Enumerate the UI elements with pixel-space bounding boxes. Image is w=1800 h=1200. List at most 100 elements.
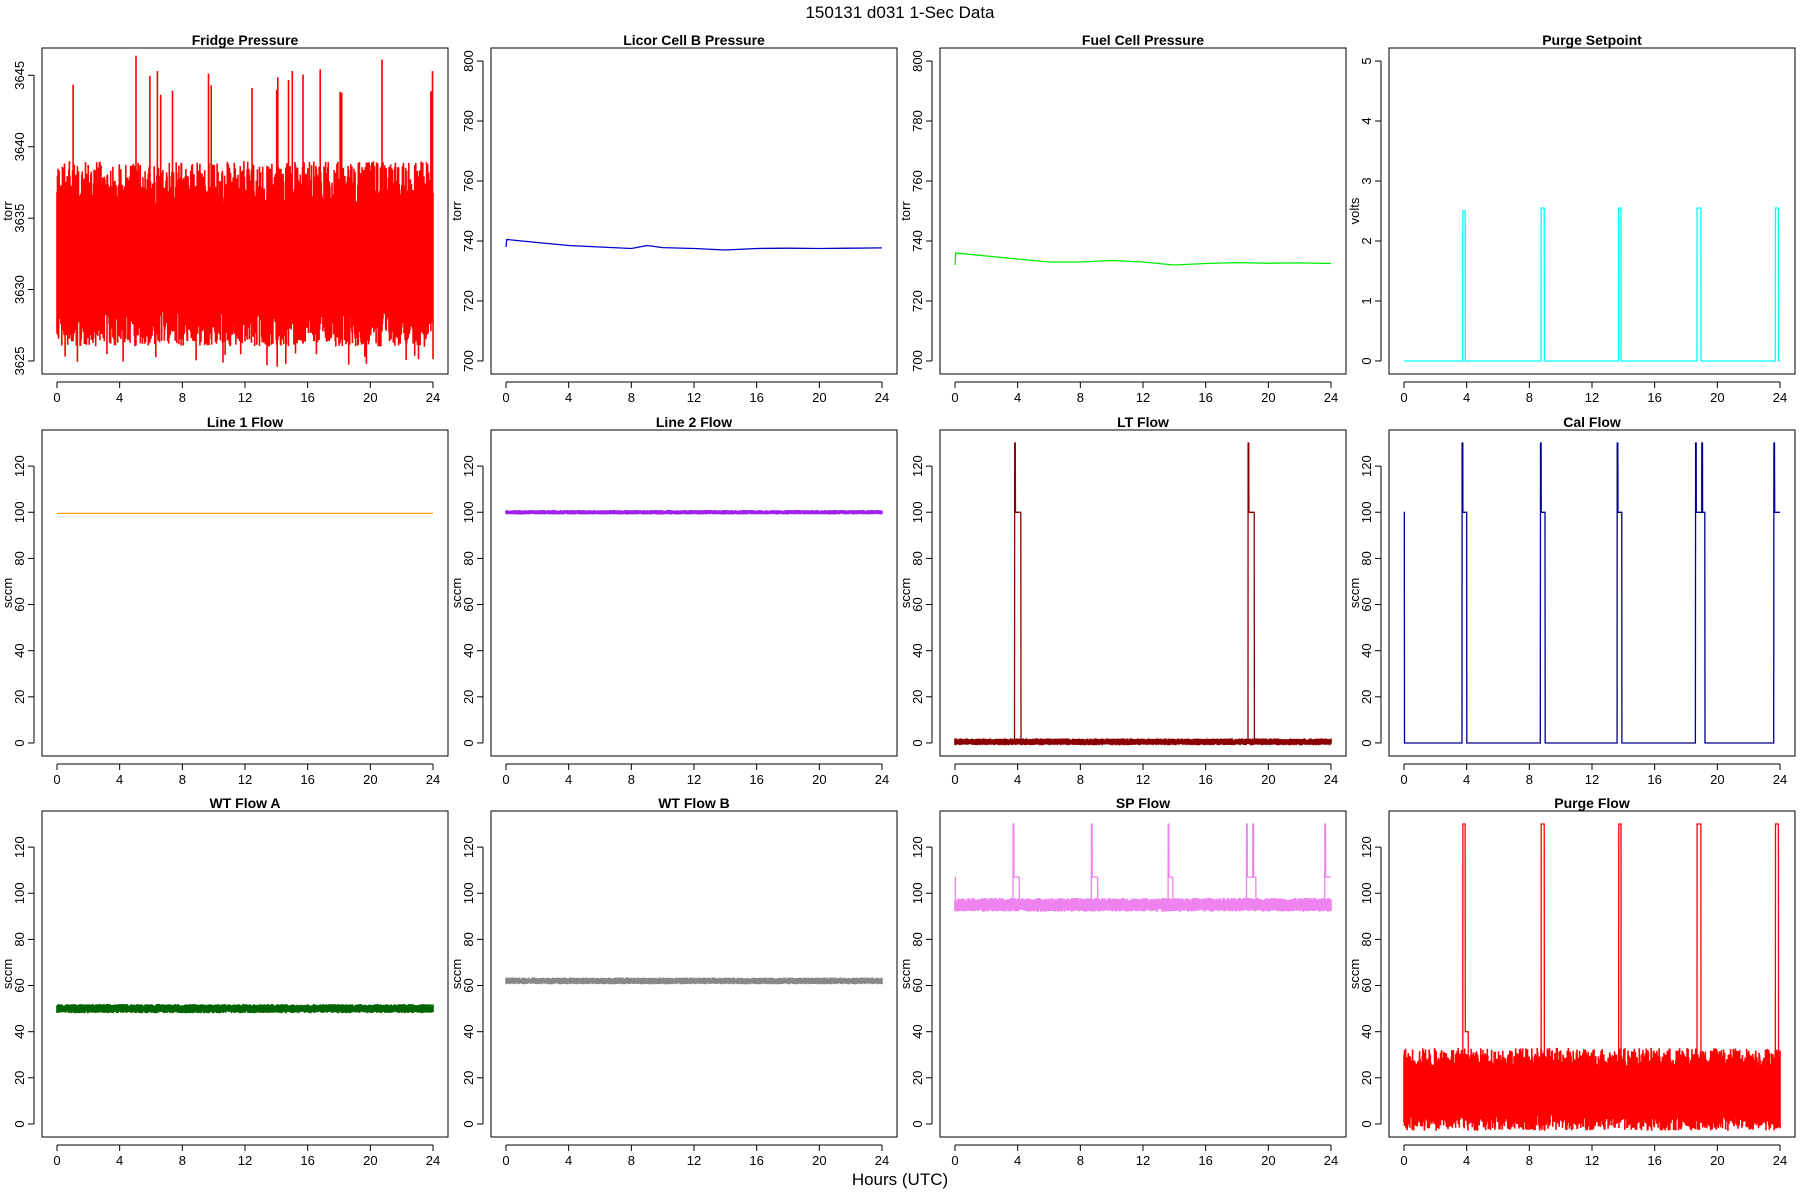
y-tick-label: 100 bbox=[12, 501, 27, 523]
y-tick-label: 80 bbox=[461, 932, 476, 946]
x-tick-label: 4 bbox=[116, 772, 123, 787]
series-line bbox=[954, 823, 1331, 906]
y-tick-label: 80 bbox=[12, 551, 27, 565]
plot-area bbox=[954, 252, 1332, 266]
y-tick-label: 40 bbox=[461, 1024, 476, 1038]
y-tick-label: 80 bbox=[910, 551, 925, 565]
x-tick-label: 16 bbox=[1647, 1153, 1661, 1168]
x-tick-label: 8 bbox=[1077, 390, 1084, 405]
y-tick-label: 40 bbox=[461, 643, 476, 657]
y-tick-label: 120 bbox=[461, 836, 476, 858]
panel-title: Fridge Pressure bbox=[192, 32, 299, 48]
y-tick-label: 60 bbox=[910, 597, 925, 611]
y-tick-label: 100 bbox=[910, 501, 925, 523]
panel-lt-flow: LT Flow 0 4 8 12 16 20 24 0 20 40 60 80 100 120 sccm bbox=[898, 414, 1347, 787]
y-tick-label: 0 bbox=[461, 1120, 476, 1127]
x-tick-label: 20 bbox=[812, 1153, 826, 1168]
panel-licor-cell-b-pressure: Licor Cell B Pressure 0 4 8 12 16 20 24 700 720 74… bbox=[449, 32, 898, 405]
x-tick-label: 24 bbox=[426, 772, 440, 787]
plot-frame bbox=[41, 810, 449, 1138]
y-tick-label: 60 bbox=[1359, 978, 1374, 992]
x-tick-label: 8 bbox=[1077, 1153, 1084, 1168]
y-tick-label: 40 bbox=[910, 1024, 925, 1038]
y-tick-label: 40 bbox=[1359, 1024, 1374, 1038]
y-tick-label: 100 bbox=[1359, 882, 1374, 904]
y-axis-label: sccm bbox=[898, 959, 913, 989]
x-tick-label: 4 bbox=[1014, 772, 1021, 787]
x-tick-label: 4 bbox=[565, 772, 572, 787]
plot-area bbox=[56, 1004, 434, 1014]
panel-title: Licor Cell B Pressure bbox=[623, 32, 765, 48]
x-tick-label: 4 bbox=[1463, 1153, 1470, 1168]
x-tick-label: 0 bbox=[951, 772, 958, 787]
y-tick-label: 100 bbox=[910, 882, 925, 904]
y-tick-label: 5 bbox=[1359, 57, 1374, 64]
y-tick-label: 700 bbox=[461, 350, 476, 372]
x-tick-label: 4 bbox=[116, 1153, 123, 1168]
x-tick-label: 4 bbox=[116, 390, 123, 405]
x-tick-label: 8 bbox=[1526, 772, 1533, 787]
y-tick-label: 80 bbox=[461, 551, 476, 565]
x-tick-label: 12 bbox=[1585, 772, 1599, 787]
x-tick-label: 20 bbox=[1261, 390, 1275, 405]
y-tick-label: 80 bbox=[1359, 551, 1374, 565]
y-tick-label: 20 bbox=[910, 1071, 925, 1085]
y-tick-label: 20 bbox=[1359, 690, 1374, 704]
y-tick-label: 740 bbox=[461, 230, 476, 252]
y-tick-label: 780 bbox=[910, 110, 925, 132]
plot-frame bbox=[1388, 429, 1796, 757]
x-tick-label: 16 bbox=[749, 1153, 763, 1168]
x-tick-label: 0 bbox=[502, 772, 509, 787]
plot-frame bbox=[490, 810, 898, 1138]
x-tick-label: 20 bbox=[363, 772, 377, 787]
x-tick-label: 20 bbox=[1261, 1153, 1275, 1168]
panel-line-1-flow: Line 1 Flow 0 4 8 12 16 20 24 0 20 40 60 80 100 120 scc… bbox=[0, 414, 449, 787]
plot-area bbox=[56, 55, 434, 367]
x-tick-label: 0 bbox=[502, 390, 509, 405]
y-tick-label: 800 bbox=[461, 50, 476, 72]
x-tick-label: 12 bbox=[1136, 772, 1150, 787]
x-tick-label: 16 bbox=[300, 390, 314, 405]
panel-title: Line 1 Flow bbox=[207, 414, 283, 430]
y-tick-label: 40 bbox=[1359, 643, 1374, 657]
panel-cal-flow: Cal Flow 0 4 8 12 16 20 24 0 20 40 60 80 100 120 sccm bbox=[1347, 414, 1796, 787]
x-tick-label: 0 bbox=[502, 1153, 509, 1168]
x-tick-label: 24 bbox=[875, 772, 889, 787]
x-tick-label: 20 bbox=[812, 390, 826, 405]
panel-wt-flow-a: WT Flow A 0 4 8 12 16 20 24 0 20 40 60 80 100 120 sccm bbox=[0, 795, 449, 1168]
y-tick-label: 0 bbox=[1359, 739, 1374, 746]
panel-title: Line 2 Flow bbox=[656, 414, 732, 430]
plot-frame bbox=[41, 429, 449, 757]
x-tick-label: 0 bbox=[1400, 1153, 1407, 1168]
y-tick-label: 60 bbox=[12, 978, 27, 992]
x-tick-label: 24 bbox=[1773, 390, 1787, 405]
y-tick-label: 800 bbox=[910, 50, 925, 72]
plot-frame bbox=[1388, 47, 1796, 375]
series-line bbox=[955, 442, 1331, 743]
x-tick-label: 16 bbox=[300, 1153, 314, 1168]
y-axis-label: torr bbox=[0, 201, 15, 221]
x-tick-label: 20 bbox=[1261, 772, 1275, 787]
y-tick-label: 100 bbox=[461, 501, 476, 523]
x-tick-label: 20 bbox=[1710, 772, 1724, 787]
y-tick-label: 100 bbox=[461, 882, 476, 904]
x-tick-label: 24 bbox=[426, 390, 440, 405]
y-axis-label: sccm bbox=[0, 578, 15, 608]
x-tick-label: 8 bbox=[628, 1153, 635, 1168]
x-tick-label: 16 bbox=[1198, 390, 1212, 405]
plot-frame bbox=[939, 810, 1347, 1138]
y-tick-label: 0 bbox=[1359, 1120, 1374, 1127]
x-tick-label: 4 bbox=[565, 390, 572, 405]
x-tick-label: 24 bbox=[426, 1153, 440, 1168]
y-tick-label: 120 bbox=[12, 455, 27, 477]
y-tick-label: 780 bbox=[461, 110, 476, 132]
y-tick-label: 120 bbox=[12, 836, 27, 858]
x-tick-label: 20 bbox=[363, 1153, 377, 1168]
x-tick-label: 20 bbox=[1710, 1153, 1724, 1168]
x-tick-label: 16 bbox=[1647, 390, 1661, 405]
panel-title: Cal Flow bbox=[1563, 414, 1621, 430]
data-band bbox=[1403, 1047, 1781, 1131]
x-tick-label: 4 bbox=[1463, 772, 1470, 787]
x-tick-label: 8 bbox=[1077, 772, 1084, 787]
